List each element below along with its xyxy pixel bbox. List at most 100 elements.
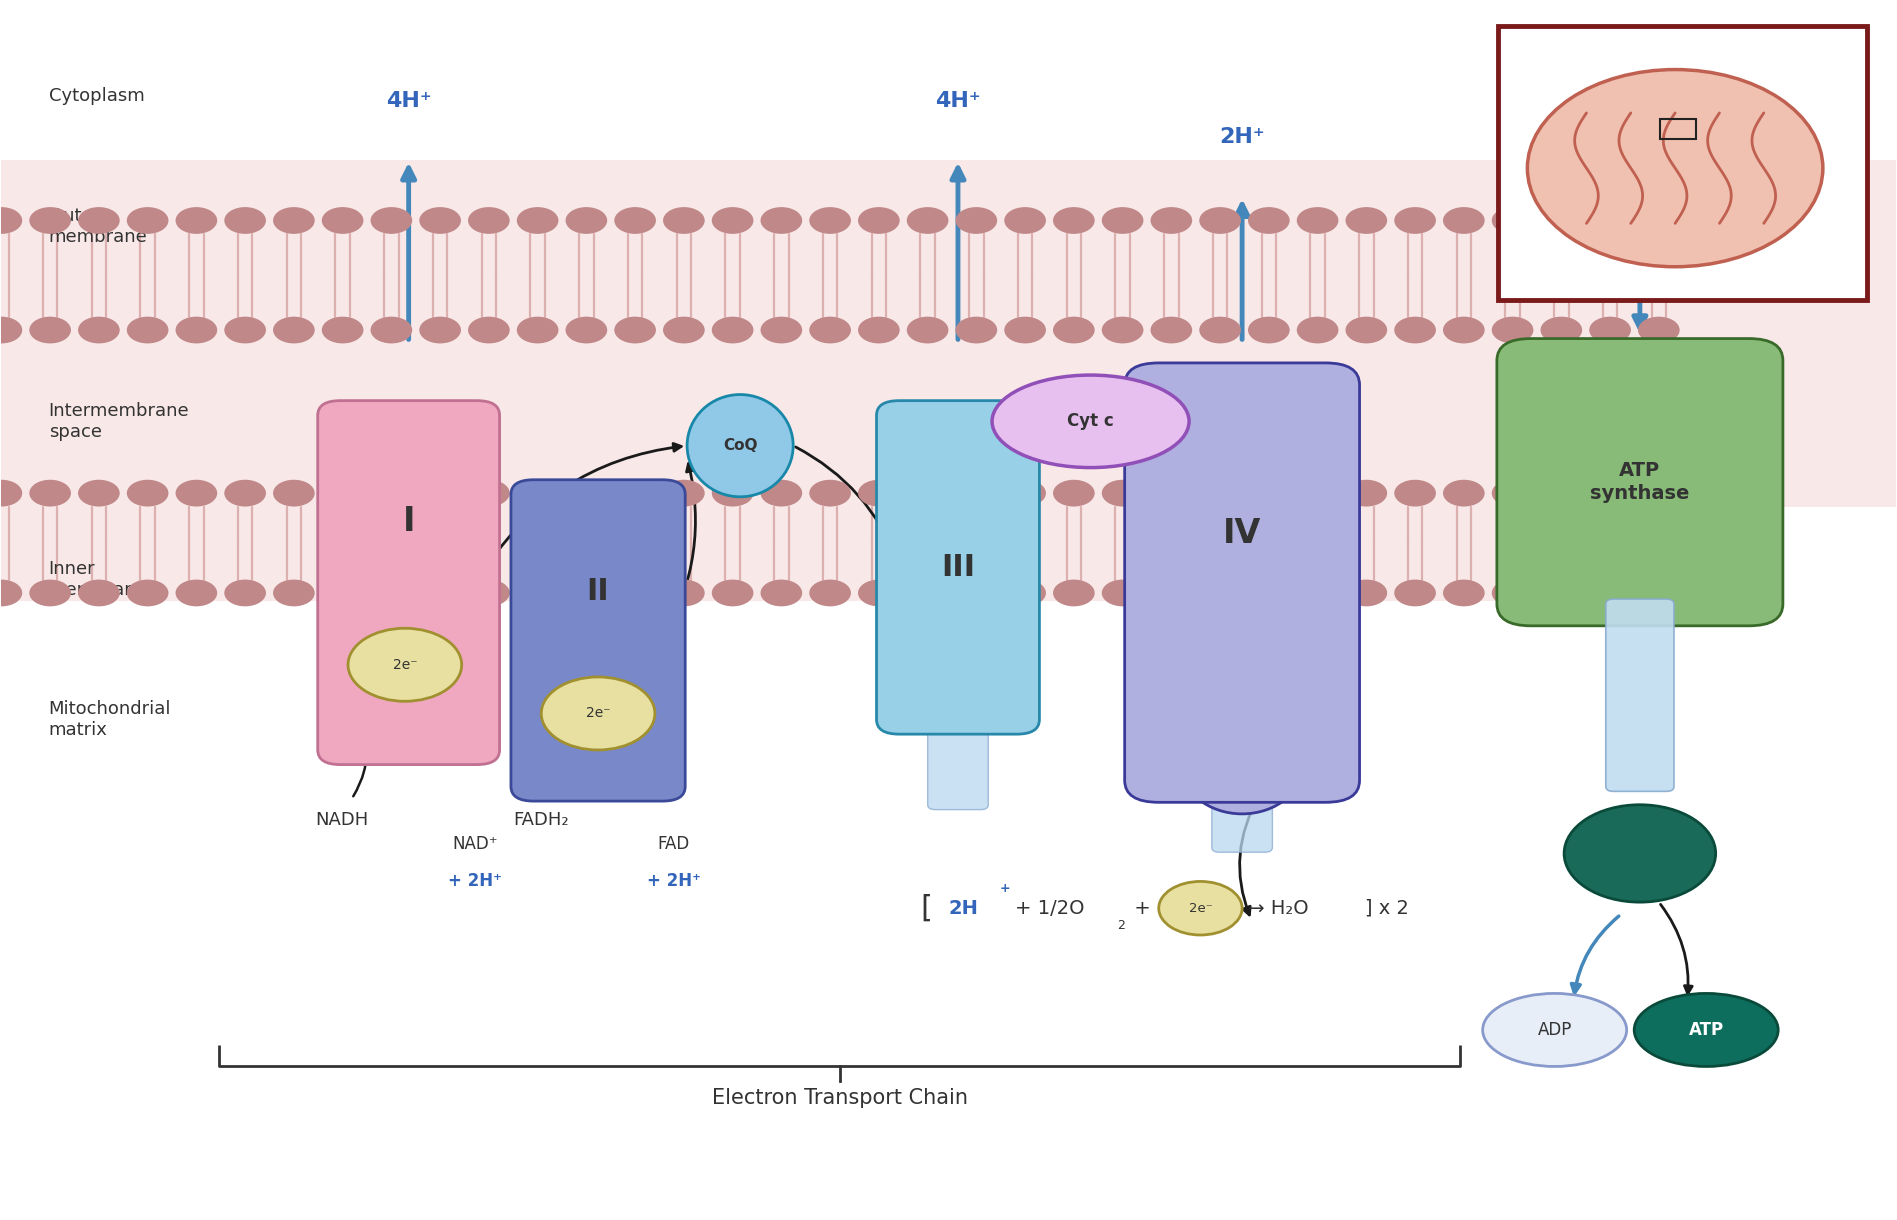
Circle shape (711, 479, 753, 506)
Circle shape (176, 317, 218, 343)
Circle shape (857, 580, 899, 606)
Circle shape (273, 207, 315, 234)
Circle shape (1248, 207, 1290, 234)
Circle shape (273, 479, 315, 506)
Circle shape (1590, 580, 1631, 606)
Text: III: III (941, 553, 975, 582)
Text: Mitochondrial
matrix: Mitochondrial matrix (49, 700, 171, 739)
Circle shape (1637, 317, 1679, 343)
Text: 4H⁺: 4H⁺ (385, 92, 431, 111)
Circle shape (28, 580, 70, 606)
Text: ATP: ATP (1688, 1021, 1724, 1039)
Circle shape (1444, 479, 1485, 506)
Ellipse shape (992, 375, 1189, 467)
Circle shape (1199, 317, 1241, 343)
Text: CoQ: CoQ (723, 438, 757, 453)
FancyBboxPatch shape (876, 400, 1040, 734)
Circle shape (469, 207, 510, 234)
Circle shape (711, 317, 753, 343)
FancyBboxPatch shape (1497, 339, 1783, 626)
Text: +: + (1129, 899, 1151, 917)
Circle shape (907, 207, 948, 234)
Circle shape (1150, 580, 1191, 606)
Circle shape (907, 317, 948, 343)
Text: +: + (1000, 882, 1011, 895)
Circle shape (516, 479, 558, 506)
Circle shape (664, 479, 704, 506)
Circle shape (1565, 805, 1715, 902)
Circle shape (565, 580, 607, 606)
FancyBboxPatch shape (1125, 362, 1360, 803)
Circle shape (664, 317, 704, 343)
Circle shape (370, 580, 412, 606)
Circle shape (1540, 479, 1582, 506)
Circle shape (370, 317, 412, 343)
Circle shape (664, 207, 704, 234)
Text: 2H: 2H (948, 899, 979, 917)
Circle shape (0, 479, 23, 506)
Circle shape (1298, 207, 1339, 234)
Circle shape (1248, 317, 1290, 343)
Circle shape (1540, 317, 1582, 343)
Bar (2, 1, 1895, 160)
Circle shape (1394, 479, 1436, 506)
Circle shape (1199, 479, 1241, 506)
Circle shape (1345, 207, 1387, 234)
Circle shape (761, 479, 802, 506)
Circle shape (78, 580, 120, 606)
Text: + 1/2O: + 1/2O (1015, 899, 1085, 917)
Circle shape (956, 580, 998, 606)
Circle shape (1199, 580, 1241, 606)
Circle shape (907, 479, 948, 506)
Text: ] x 2: ] x 2 (1366, 899, 1409, 917)
Circle shape (1590, 317, 1631, 343)
Circle shape (1004, 207, 1045, 234)
Circle shape (322, 479, 364, 506)
Circle shape (1394, 207, 1436, 234)
Bar (2, 160, 1658, 506)
Circle shape (1394, 317, 1436, 343)
Ellipse shape (687, 394, 793, 497)
Circle shape (1150, 207, 1191, 234)
Circle shape (1248, 479, 1290, 506)
Circle shape (469, 580, 510, 606)
Text: IV: IV (1224, 517, 1262, 550)
Circle shape (419, 207, 461, 234)
Text: 2e⁻: 2e⁻ (586, 706, 611, 721)
Text: Electron Transport Chain: Electron Transport Chain (711, 1088, 967, 1108)
Circle shape (1491, 317, 1533, 343)
Circle shape (1199, 207, 1241, 234)
Circle shape (810, 580, 852, 606)
Circle shape (1540, 580, 1582, 606)
Circle shape (565, 479, 607, 506)
Ellipse shape (1180, 710, 1305, 814)
Circle shape (322, 207, 364, 234)
Bar (1499, 26, 1867, 300)
Text: 2e⁻: 2e⁻ (393, 658, 417, 672)
Bar (1660, 118, 1696, 139)
Circle shape (565, 317, 607, 343)
Text: → H₂O: → H₂O (1243, 899, 1309, 917)
Circle shape (1345, 580, 1387, 606)
Circle shape (0, 317, 23, 343)
Circle shape (78, 317, 120, 343)
Circle shape (1637, 479, 1679, 506)
Circle shape (1491, 580, 1533, 606)
Text: Intermembrane
space: Intermembrane space (49, 401, 190, 440)
Circle shape (127, 317, 169, 343)
Circle shape (469, 479, 510, 506)
Circle shape (419, 580, 461, 606)
Circle shape (1590, 479, 1631, 506)
Circle shape (176, 479, 218, 506)
Ellipse shape (1483, 993, 1626, 1066)
FancyBboxPatch shape (928, 712, 988, 810)
Circle shape (127, 479, 169, 506)
FancyBboxPatch shape (317, 400, 499, 765)
Circle shape (0, 207, 23, 234)
Text: ATP
synthase: ATP synthase (1590, 461, 1690, 504)
Circle shape (1298, 580, 1339, 606)
Circle shape (664, 580, 704, 606)
Circle shape (1053, 479, 1095, 506)
Circle shape (1637, 207, 1679, 234)
Text: 2e⁻: 2e⁻ (1189, 902, 1212, 915)
